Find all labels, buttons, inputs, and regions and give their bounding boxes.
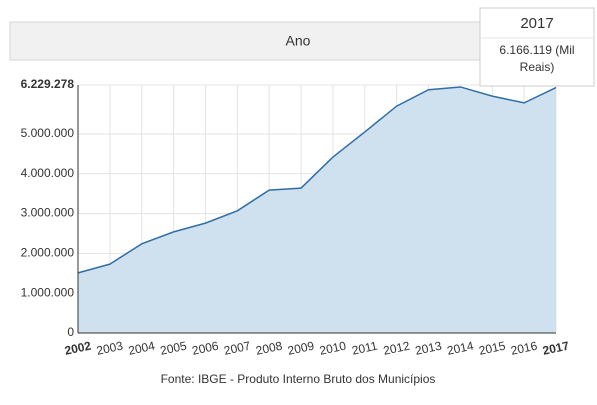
x-tick-label: 2002 <box>63 339 92 358</box>
x-tick-label: 2014 <box>446 339 475 358</box>
tooltip-text: 6.166.119 (Mil Reais) <box>499 43 575 74</box>
x-tick-label: 2012 <box>382 339 411 358</box>
x-tick-label: 2011 <box>351 339 379 358</box>
x-tick-label: 2015 <box>478 339 507 358</box>
area-fill <box>78 86 556 333</box>
y-tick-label: 2.000.000 <box>21 246 75 260</box>
source: Fonte: IBGE - Produto Interno Bruto dos … <box>161 372 436 386</box>
x-tick-label: 2007 <box>223 339 252 358</box>
tooltip-box <box>479 7 595 87</box>
y-tick-label: 3.000.000 <box>21 206 75 220</box>
x-tick-label: 2003 <box>95 339 124 358</box>
x-tick-label: 2013 <box>414 339 443 358</box>
line <box>77 86 557 274</box>
y-tick-label: 5.000.000 <box>21 126 75 140</box>
tooltip-title: 2017 <box>520 15 553 32</box>
tooltip: 2017 6.166.119 (Mil Reais) <box>479 7 595 87</box>
x-tick-label: 2017 <box>541 339 570 358</box>
x-tick-label: 2004 <box>127 339 156 358</box>
x-tick-label: 2010 <box>318 339 347 358</box>
x-tick-label: 2006 <box>191 339 220 358</box>
x-tick-label: 2005 <box>159 339 188 358</box>
x-tick-label: 2016 <box>509 339 538 358</box>
x-tick-label: 2009 <box>286 339 315 358</box>
y-tick-label: 6.229.278 <box>21 77 75 91</box>
x-tick-label: 2008 <box>255 339 284 358</box>
plot: 2002 2003 2004 2005 2006 2007 2008 2009 2010 2011… <box>21 77 571 358</box>
y-tick-label: 4.000.000 <box>21 166 75 180</box>
y-tick-label: 1.000.000 <box>21 285 75 299</box>
header-title: Ano <box>286 33 311 49</box>
y-tick-label: 0 <box>67 325 74 339</box>
tooltip-body-wrap: 6.166.119 (Mil Reais) <box>499 43 575 74</box>
